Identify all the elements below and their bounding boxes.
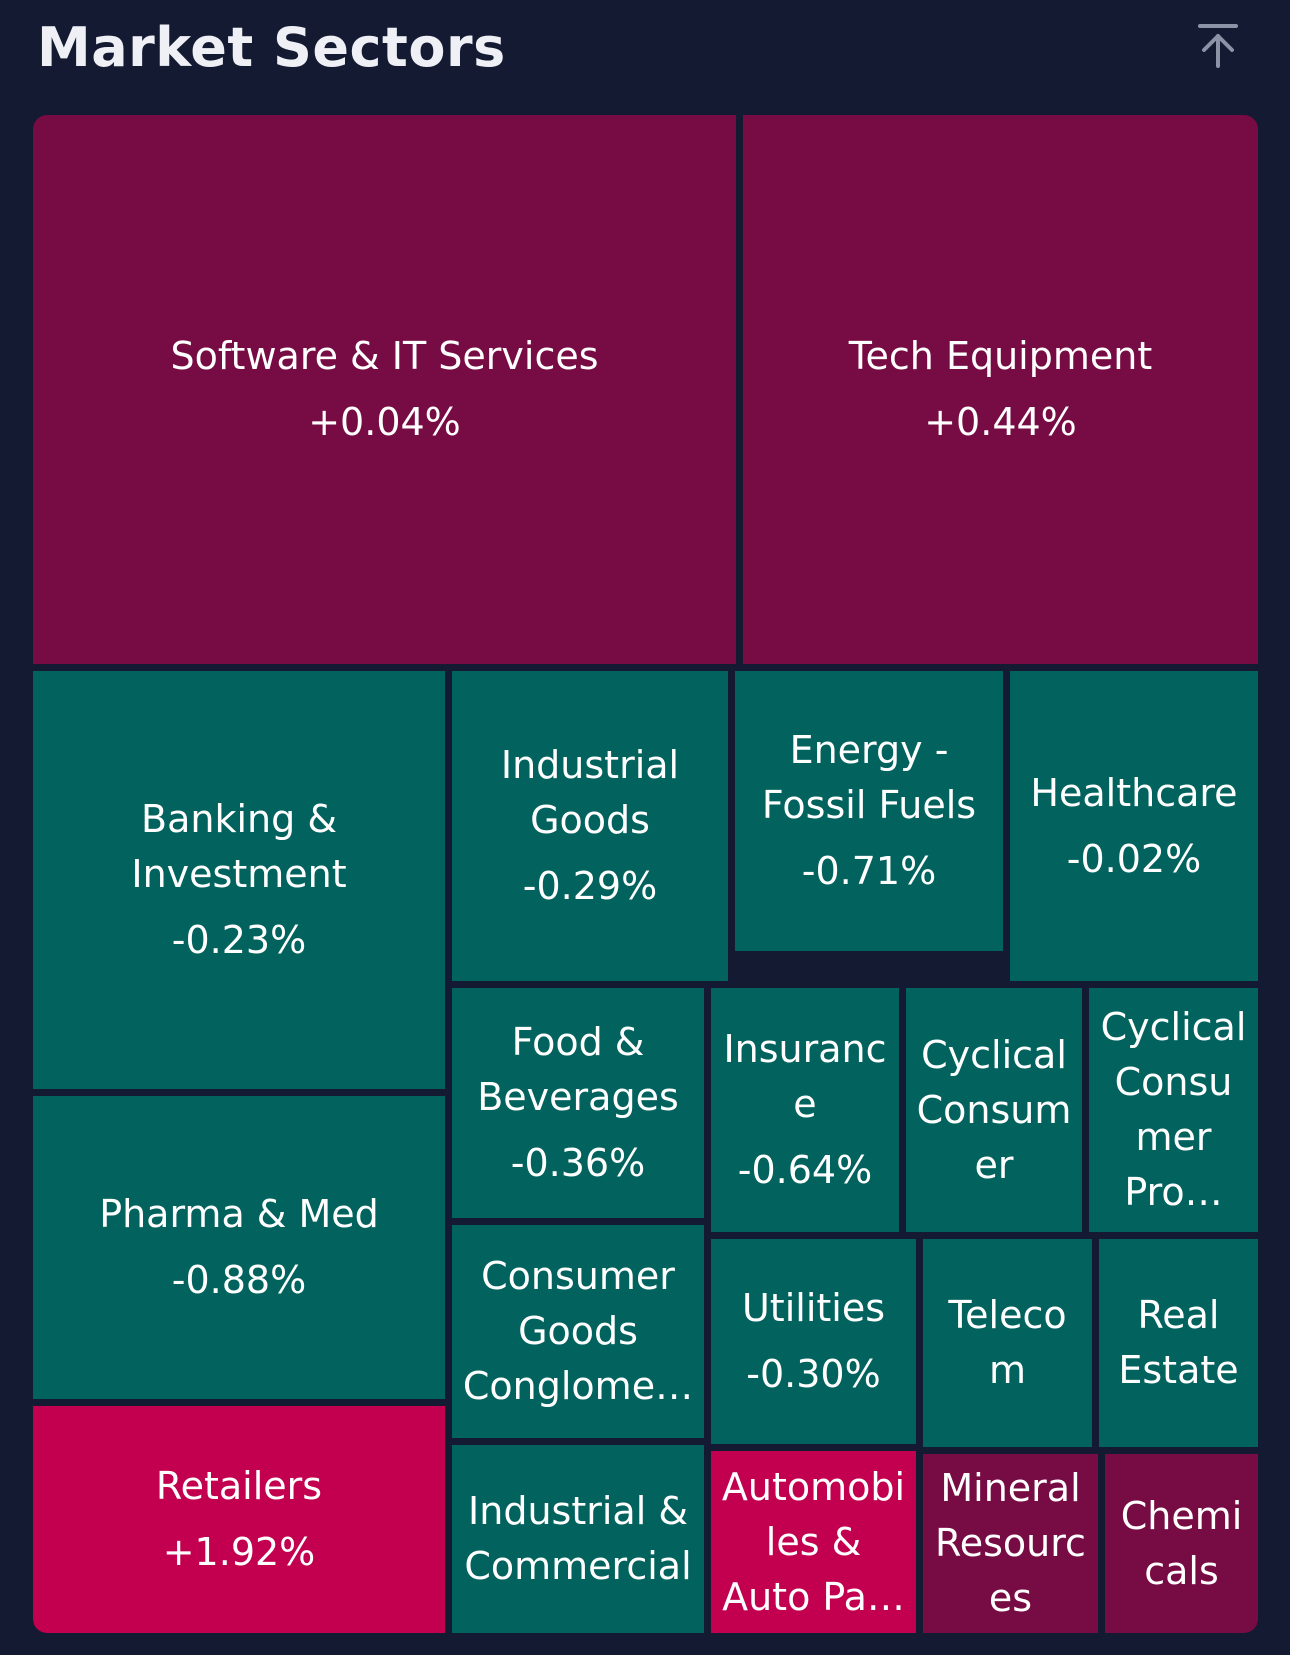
sector-name: Automobiles & Auto Pa… bbox=[721, 1464, 906, 1619]
sector-tile-healthcare[interactable]: Healthcare -0.02% bbox=[1010, 671, 1258, 981]
sector-change: -0.02% bbox=[1066, 836, 1202, 881]
sector-name: Tech Equipment bbox=[848, 334, 1153, 378]
sector-name: Banking & Investment bbox=[131, 797, 347, 896]
sector-change: +0.44% bbox=[924, 400, 1077, 444]
sector-tile-automobiles-auto-pa[interactable]: Automobiles & Auto Pa… bbox=[711, 1451, 916, 1633]
sector-change: +1.92% bbox=[162, 1530, 316, 1574]
sector-name: Retailers bbox=[155, 1464, 323, 1508]
sector-tile-cyclical-consumer-pro[interactable]: Cyclical Consumer Pro… bbox=[1089, 988, 1258, 1232]
sector-change: -0.71% bbox=[801, 849, 937, 893]
sector-change: -0.88% bbox=[171, 1258, 307, 1302]
sector-change: -0.29% bbox=[522, 864, 658, 908]
sector-tile-industrial-commercial[interactable]: Industrial & Commercial bbox=[452, 1445, 704, 1633]
sector-tile-pharma-med[interactable]: Pharma & Med -0.88% bbox=[33, 1096, 445, 1399]
sector-name: Software & IT Services bbox=[170, 334, 599, 378]
sector-name: Consumer Goods Conglome… bbox=[462, 1254, 694, 1408]
sector-change: -0.36% bbox=[510, 1141, 646, 1185]
sector-tile-cyclical-consumer[interactable]: Cyclical Consumer bbox=[906, 988, 1082, 1232]
sector-tile-telecom[interactable]: Telecom bbox=[923, 1239, 1092, 1447]
sector-change: +0.04% bbox=[308, 400, 461, 444]
sector-name: Real Estate bbox=[1118, 1293, 1239, 1392]
sector-name: Cyclical Consumer bbox=[916, 1032, 1072, 1187]
sector-tile-insurance[interactable]: Insurance -0.64% bbox=[711, 988, 899, 1232]
sector-change: -0.30% bbox=[746, 1352, 881, 1396]
sector-treemap: Software & IT Services +0.04% Tech Equipme… bbox=[33, 115, 1258, 1633]
sector-name: Food & Beverages bbox=[477, 1020, 679, 1119]
sector-tile-food-beverages[interactable]: Food & Beverages -0.36% bbox=[452, 988, 704, 1218]
sector-tile-banking-investment[interactable]: Banking & Investment -0.23% bbox=[33, 671, 445, 1089]
page-title: Market Sectors bbox=[37, 16, 506, 79]
sector-name: Telecom bbox=[948, 1293, 1067, 1392]
sector-name: Cyclical Consumer Pro… bbox=[1100, 1005, 1247, 1214]
sector-tile-tech-equipment[interactable]: Tech Equipment +0.44% bbox=[743, 115, 1258, 664]
sector-name: Mineral Resources bbox=[935, 1466, 1086, 1620]
sector-name: Pharma & Med bbox=[99, 1192, 379, 1236]
arrow-up-to-top-icon bbox=[1198, 24, 1238, 68]
sector-tile-chemicals[interactable]: Chemicals bbox=[1105, 1454, 1258, 1633]
sector-name: Industrial & Commercial bbox=[464, 1489, 692, 1588]
sector-name: Healthcare bbox=[1030, 770, 1238, 815]
sector-change: -0.23% bbox=[171, 918, 307, 962]
sector-name: Insurance bbox=[723, 1027, 887, 1126]
sector-tile-mineral-resources[interactable]: Mineral Resources bbox=[923, 1454, 1098, 1633]
sector-tile-retailers[interactable]: Retailers +1.92% bbox=[33, 1406, 445, 1633]
sector-tile-utilities[interactable]: Utilities -0.30% bbox=[711, 1239, 916, 1444]
sector-tile-industrial-goods[interactable]: Industrial Goods -0.29% bbox=[452, 671, 728, 981]
sector-tile-energy-fossil-fuels[interactable]: Energy - Fossil Fuels -0.71% bbox=[735, 671, 1003, 951]
sector-name: Chemicals bbox=[1120, 1493, 1243, 1593]
scroll-to-top-button[interactable] bbox=[1190, 18, 1246, 74]
sector-name: Energy - Fossil Fuels bbox=[761, 728, 977, 827]
sector-tile-real-estate[interactable]: Real Estate bbox=[1099, 1239, 1258, 1447]
sector-name: Industrial Goods bbox=[500, 743, 680, 842]
sector-name: Utilities bbox=[741, 1286, 886, 1330]
sector-change: -0.64% bbox=[737, 1148, 873, 1192]
sector-tile-software-it-services[interactable]: Software & IT Services +0.04% bbox=[33, 115, 736, 664]
sector-tile-consumer-goods-conglome[interactable]: Consumer Goods Conglome… bbox=[452, 1225, 704, 1438]
